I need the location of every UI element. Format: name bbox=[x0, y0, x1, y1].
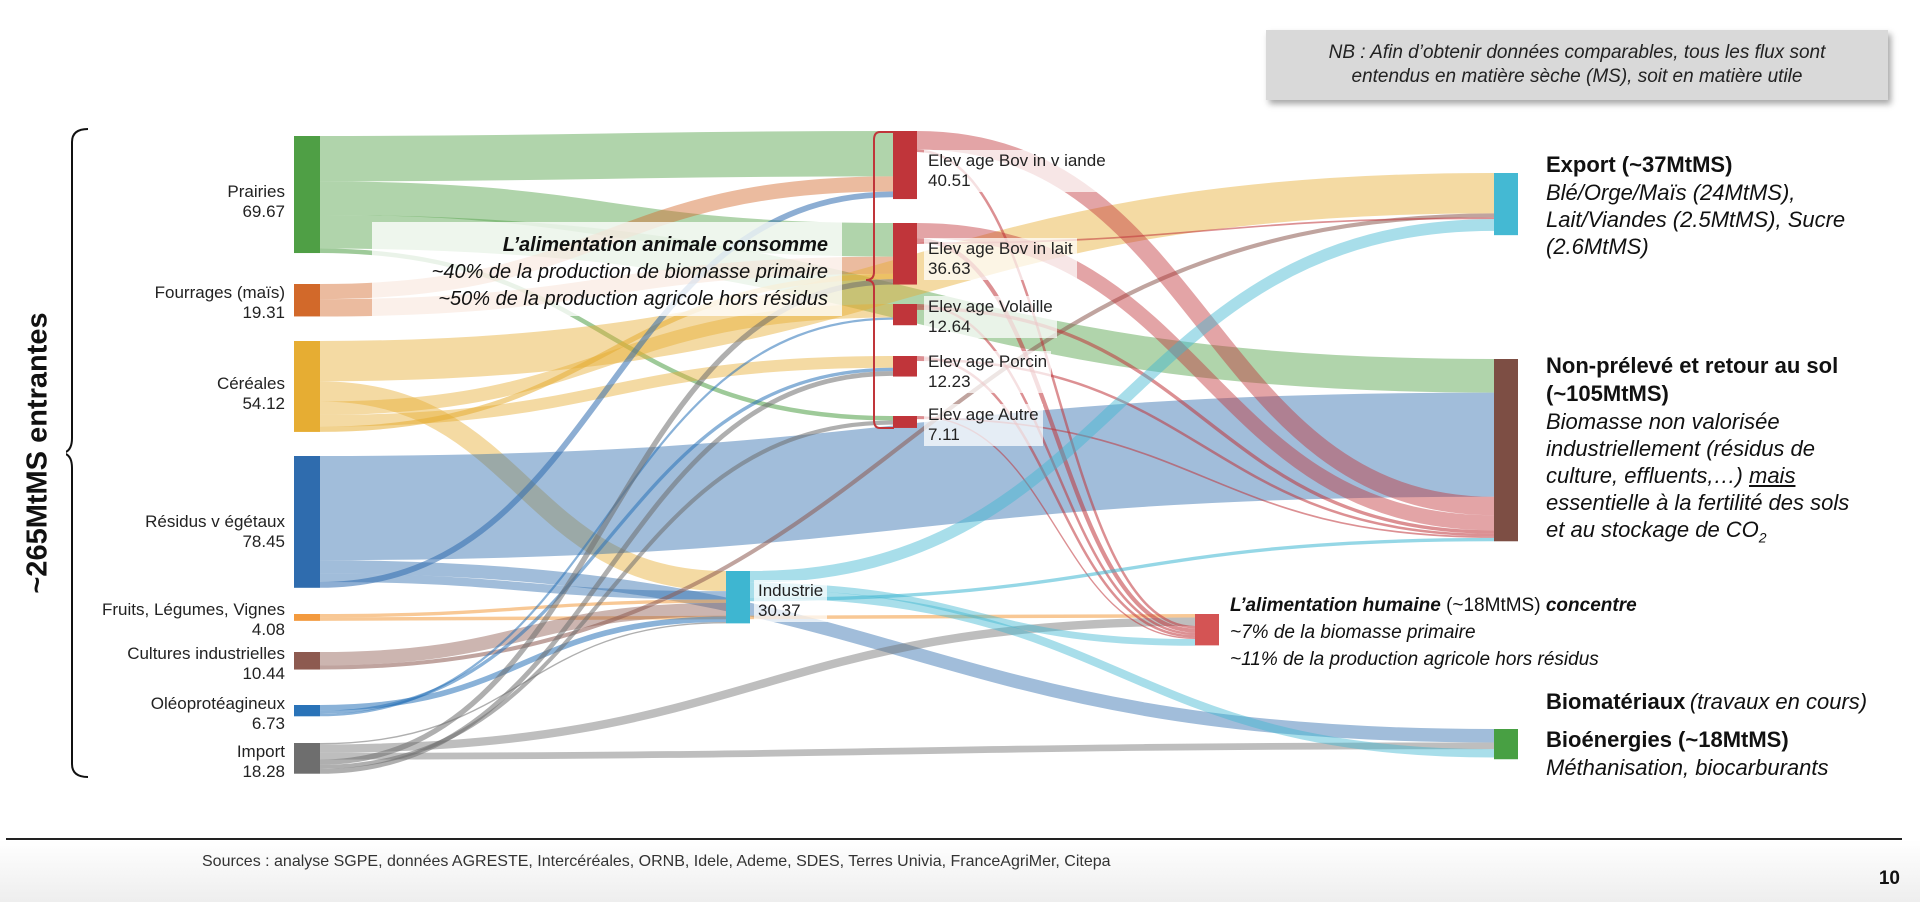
node-label-volaille: Elev age Volaille 12.64 bbox=[924, 296, 1057, 338]
footer-rule bbox=[6, 838, 1902, 840]
flow-residus-to-nonpreleve bbox=[319, 392, 1495, 561]
flow-industrie-to-bioenergie bbox=[749, 589, 1495, 758]
flow-industrie-to-export bbox=[749, 219, 1495, 583]
node-label-bovin-lait: Elev age Bov in lait 36.63 bbox=[924, 238, 1077, 280]
dest-label-humaine: L’alimentation humaine (~18MtMS) concent… bbox=[1230, 595, 1637, 670]
node-label-autre: Elev age Autre 7.11 bbox=[924, 404, 1043, 446]
node-prairies bbox=[294, 136, 320, 254]
source-label-fruits: Fruits, Légumes, Vignes 4.08 bbox=[102, 600, 285, 639]
note-box: NB : Afin d’obtenir données comparables,… bbox=[1266, 30, 1888, 100]
sources-text: Sources : analyse SGPE, données AGRESTE,… bbox=[202, 853, 1111, 870]
source-label-import: Import 18.28 bbox=[236, 742, 285, 781]
node-label-bovin-viande: Elev age Bov in v iande 40.51 bbox=[924, 150, 1110, 192]
node-volaille bbox=[893, 304, 917, 326]
node-residus bbox=[294, 456, 320, 588]
dest-label-nonpreleve: Non-prélevé et retour au sol (~105MtMS) … bbox=[1546, 353, 1850, 546]
source-label-residus: Résidus v égétaux 78.45 bbox=[145, 512, 285, 551]
node-cereales bbox=[294, 341, 320, 432]
flow-residus-to-bovin_viande bbox=[319, 191, 894, 588]
node-porcin bbox=[893, 356, 917, 377]
node-industrie bbox=[726, 571, 750, 624]
animal-feed-callout: L’alimentation animale consomme ~40% de … bbox=[372, 222, 842, 316]
flow-cultures-to-export bbox=[319, 213, 1495, 670]
source-label-cereales: Céréales 54.12 bbox=[216, 374, 285, 413]
source-label-prairies: Prairies 69.67 bbox=[227, 182, 285, 221]
flow-import-to-porcin bbox=[319, 371, 894, 774]
node-bioenergie bbox=[1494, 729, 1518, 760]
footer-background bbox=[0, 840, 1920, 902]
source-label-fourrages: Fourrages (maïs) 19.31 bbox=[154, 283, 285, 322]
node-bovin_lait bbox=[893, 223, 917, 285]
flow-import-to-humaine bbox=[319, 617, 1196, 753]
flow-residus-to-industrie bbox=[319, 573, 727, 600]
flow-import-to-bioenergie bbox=[319, 742, 1495, 760]
flow-cereales-to-volaille bbox=[319, 304, 894, 415]
flow-cereales-to-industrie bbox=[319, 381, 727, 592]
dest-label-biomateriaux: Biomatériaux (travaux en cours) bbox=[1546, 689, 1868, 714]
node-cultures bbox=[294, 652, 320, 670]
dest-label-bioenergies: Bioénergies (~18MtMS) Méthanisation, bio… bbox=[1546, 727, 1829, 780]
node-import bbox=[294, 743, 320, 774]
node-label-industrie: Industrie 30.37 bbox=[754, 580, 828, 622]
node-nonpreleve bbox=[1494, 359, 1518, 542]
node-oleo bbox=[294, 705, 320, 717]
node-fourrages bbox=[294, 284, 320, 317]
flow-residus-to-bioenergie bbox=[319, 560, 1495, 743]
node-fruits bbox=[294, 614, 320, 621]
source-label-cultures: Cultures industrielles 10.44 bbox=[127, 644, 285, 683]
flow-industrie-to-nonpreleve bbox=[749, 537, 1495, 602]
left-brace bbox=[66, 128, 89, 778]
flow-prairies-to-bovin_viande bbox=[319, 131, 894, 182]
source-label-oleo: Oléoprotéagineux 6.73 bbox=[150, 694, 285, 733]
node-label-porcin: Elev age Porcin 12.23 bbox=[924, 351, 1052, 393]
dest-label-export: Export (~37MtMS) Blé/Orge/Maïs (24MtMS),… bbox=[1546, 152, 1846, 259]
node-export bbox=[1494, 173, 1518, 236]
node-bovin_viande bbox=[893, 131, 917, 200]
elevage-bracket bbox=[866, 131, 894, 429]
node-humaine bbox=[1195, 614, 1219, 646]
node-autre bbox=[893, 416, 917, 428]
page-number: 10 bbox=[1878, 868, 1900, 889]
flow-import-to-industrie bbox=[319, 622, 727, 745]
flow-industrie-to-humaine bbox=[749, 582, 1196, 646]
